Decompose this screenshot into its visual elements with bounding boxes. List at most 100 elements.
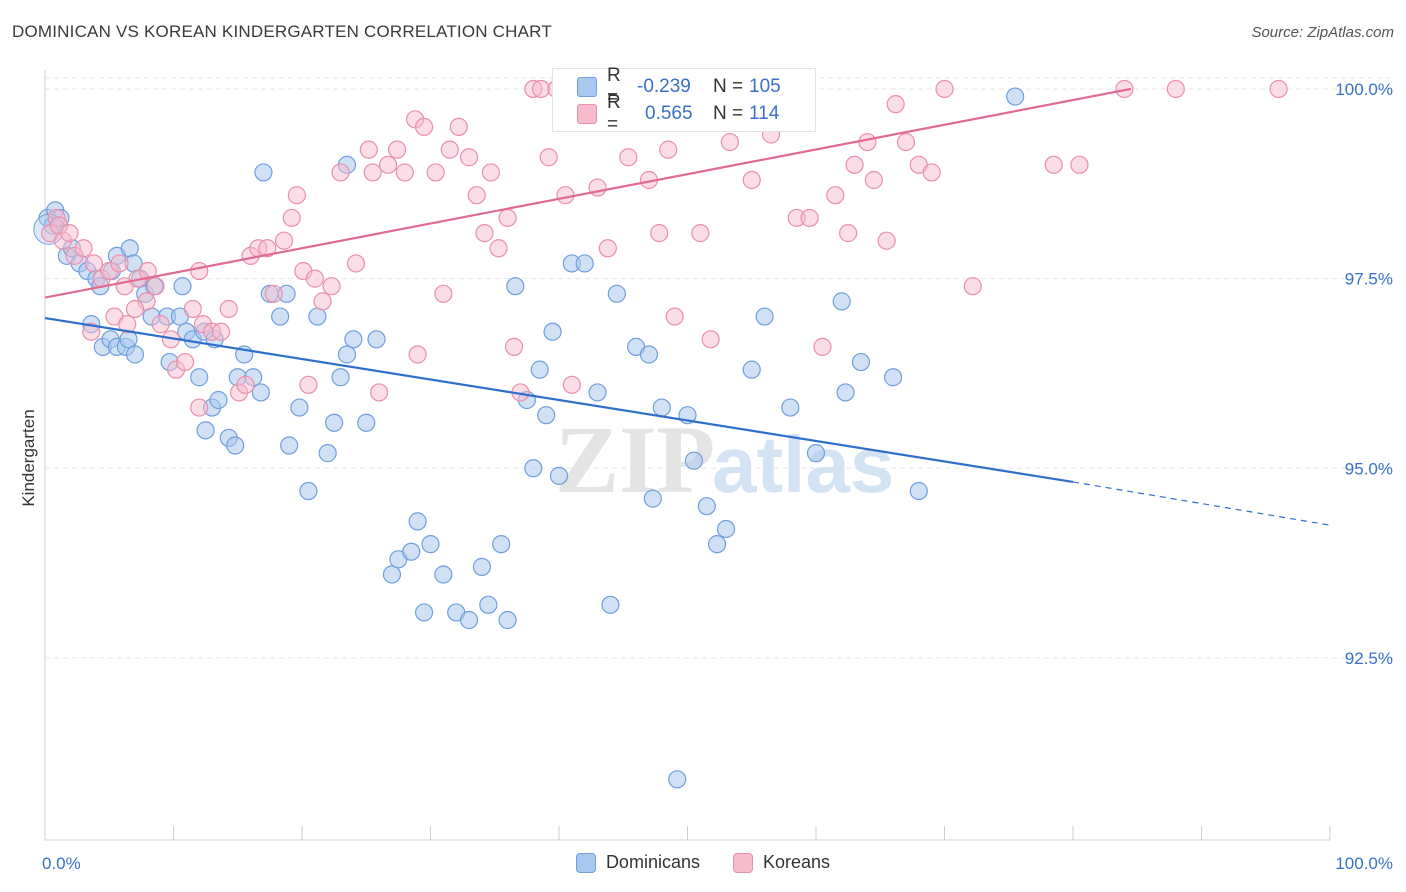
koreans-point — [886, 95, 905, 114]
dominicans-point — [742, 360, 761, 379]
x-tick-label: 100.0% — [1335, 854, 1393, 873]
dominicans-point — [357, 413, 376, 432]
dominicans-point — [549, 466, 569, 485]
koreans-point — [498, 208, 517, 228]
dominicans-point — [472, 557, 491, 576]
koreans-point — [1044, 155, 1063, 174]
dominicans-point — [643, 489, 662, 508]
koreans-point — [110, 254, 129, 273]
dominicans-point — [308, 307, 327, 326]
koreans-point — [539, 148, 558, 167]
series-legend: Dominicans Koreans — [0, 852, 1406, 878]
koreans-point — [864, 170, 883, 190]
dominicans-point — [652, 398, 671, 417]
koreans-point — [877, 231, 896, 250]
koreans-point — [378, 155, 398, 174]
koreans-point — [236, 375, 255, 394]
koreans-point — [659, 140, 678, 159]
trend-lines — [44, 87, 1331, 526]
dominicans-point — [909, 481, 928, 501]
x-tick-label: 0.0% — [42, 854, 81, 873]
dominicans-point — [506, 277, 525, 296]
r-value: 0.565 — [645, 103, 693, 124]
dominicans-point — [639, 345, 659, 364]
koreans-point — [813, 337, 832, 356]
legend-label-dominicans: Dominicans — [605, 852, 700, 872]
koreans-point — [395, 163, 414, 182]
koreans-point — [504, 337, 524, 356]
r-label: R = — [607, 92, 621, 135]
koreans-legend-swatch — [733, 852, 753, 873]
dominicans-trend-extension — [1072, 481, 1331, 526]
dominicans-point — [337, 345, 357, 364]
koreans-point — [742, 170, 761, 190]
n-value: 114 — [749, 103, 780, 124]
dominicans-point — [524, 459, 543, 478]
watermark-atlas: atlas — [712, 420, 894, 509]
dominicans-point — [668, 770, 687, 789]
koreans-point — [305, 269, 324, 288]
koreans-point — [1166, 79, 1185, 99]
dominicans-point — [331, 368, 350, 387]
koreans-point — [138, 261, 157, 281]
koreans-point — [183, 299, 202, 319]
dominicans-point — [832, 292, 851, 311]
legend-item-koreans[interactable]: Koreans — [733, 852, 830, 873]
n-value: 105 — [749, 76, 781, 97]
koreans-point — [264, 284, 283, 303]
dominicans-point — [883, 368, 903, 387]
y-axis-label: Kindergarten — [19, 409, 38, 506]
koreans-point — [922, 163, 941, 182]
dominicans-point — [530, 360, 549, 379]
dominicans-point — [588, 383, 607, 402]
dominicans-point — [492, 535, 511, 554]
koreans-point — [619, 148, 638, 167]
koreans-point — [691, 224, 710, 243]
dominicans-point — [716, 519, 736, 539]
dominicans-point — [408, 512, 427, 531]
dominicans-point — [498, 610, 517, 630]
watermark: ZIP atlas — [555, 406, 894, 513]
koreans-point — [858, 132, 877, 152]
koreans-point — [475, 224, 494, 243]
koreans-point — [562, 375, 581, 394]
koreans-point — [650, 224, 669, 243]
dominicans-point — [226, 436, 245, 455]
koreans-trend-line — [44, 87, 1132, 299]
n-label: N = — [713, 103, 744, 124]
dominicans-point — [421, 535, 440, 554]
dominicans-point — [479, 595, 498, 614]
dominicans-point — [607, 284, 626, 303]
koreans-point — [720, 132, 740, 152]
koreans-point — [963, 277, 982, 296]
r-value: -0.239 — [637, 76, 691, 97]
koreans-point — [258, 239, 277, 258]
koreans-point — [125, 299, 145, 319]
dominicans-point — [402, 542, 421, 561]
koreans-point — [935, 79, 954, 99]
dominicans-point — [290, 398, 309, 417]
koreans-point — [60, 224, 79, 243]
axes — [44, 70, 1331, 841]
legend-row-dominicans: R = -0.239 N = 105 — [553, 65, 781, 108]
koreans-point — [481, 163, 500, 182]
koreans-point — [146, 277, 165, 296]
koreans-point — [387, 140, 407, 159]
koreans-swatch — [577, 104, 597, 124]
dominicans-point — [190, 368, 209, 387]
legend-item-dominicans[interactable]: Dominicans — [575, 852, 700, 873]
koreans-point — [313, 292, 332, 311]
dominicans-point — [254, 163, 273, 182]
dominicans-point — [459, 610, 479, 630]
koreans-point — [1269, 79, 1288, 99]
koreans-point — [701, 330, 720, 349]
koreans-point — [299, 375, 318, 394]
koreans-point — [370, 383, 389, 402]
koreans-point — [896, 132, 916, 152]
dominicans-point — [697, 497, 716, 516]
r-label: R = — [607, 65, 621, 108]
koreans-point — [800, 208, 819, 228]
koreans-point — [322, 277, 341, 296]
source-label: Source: ZipAtlas.com — [1251, 24, 1394, 41]
koreans-point — [190, 398, 209, 417]
